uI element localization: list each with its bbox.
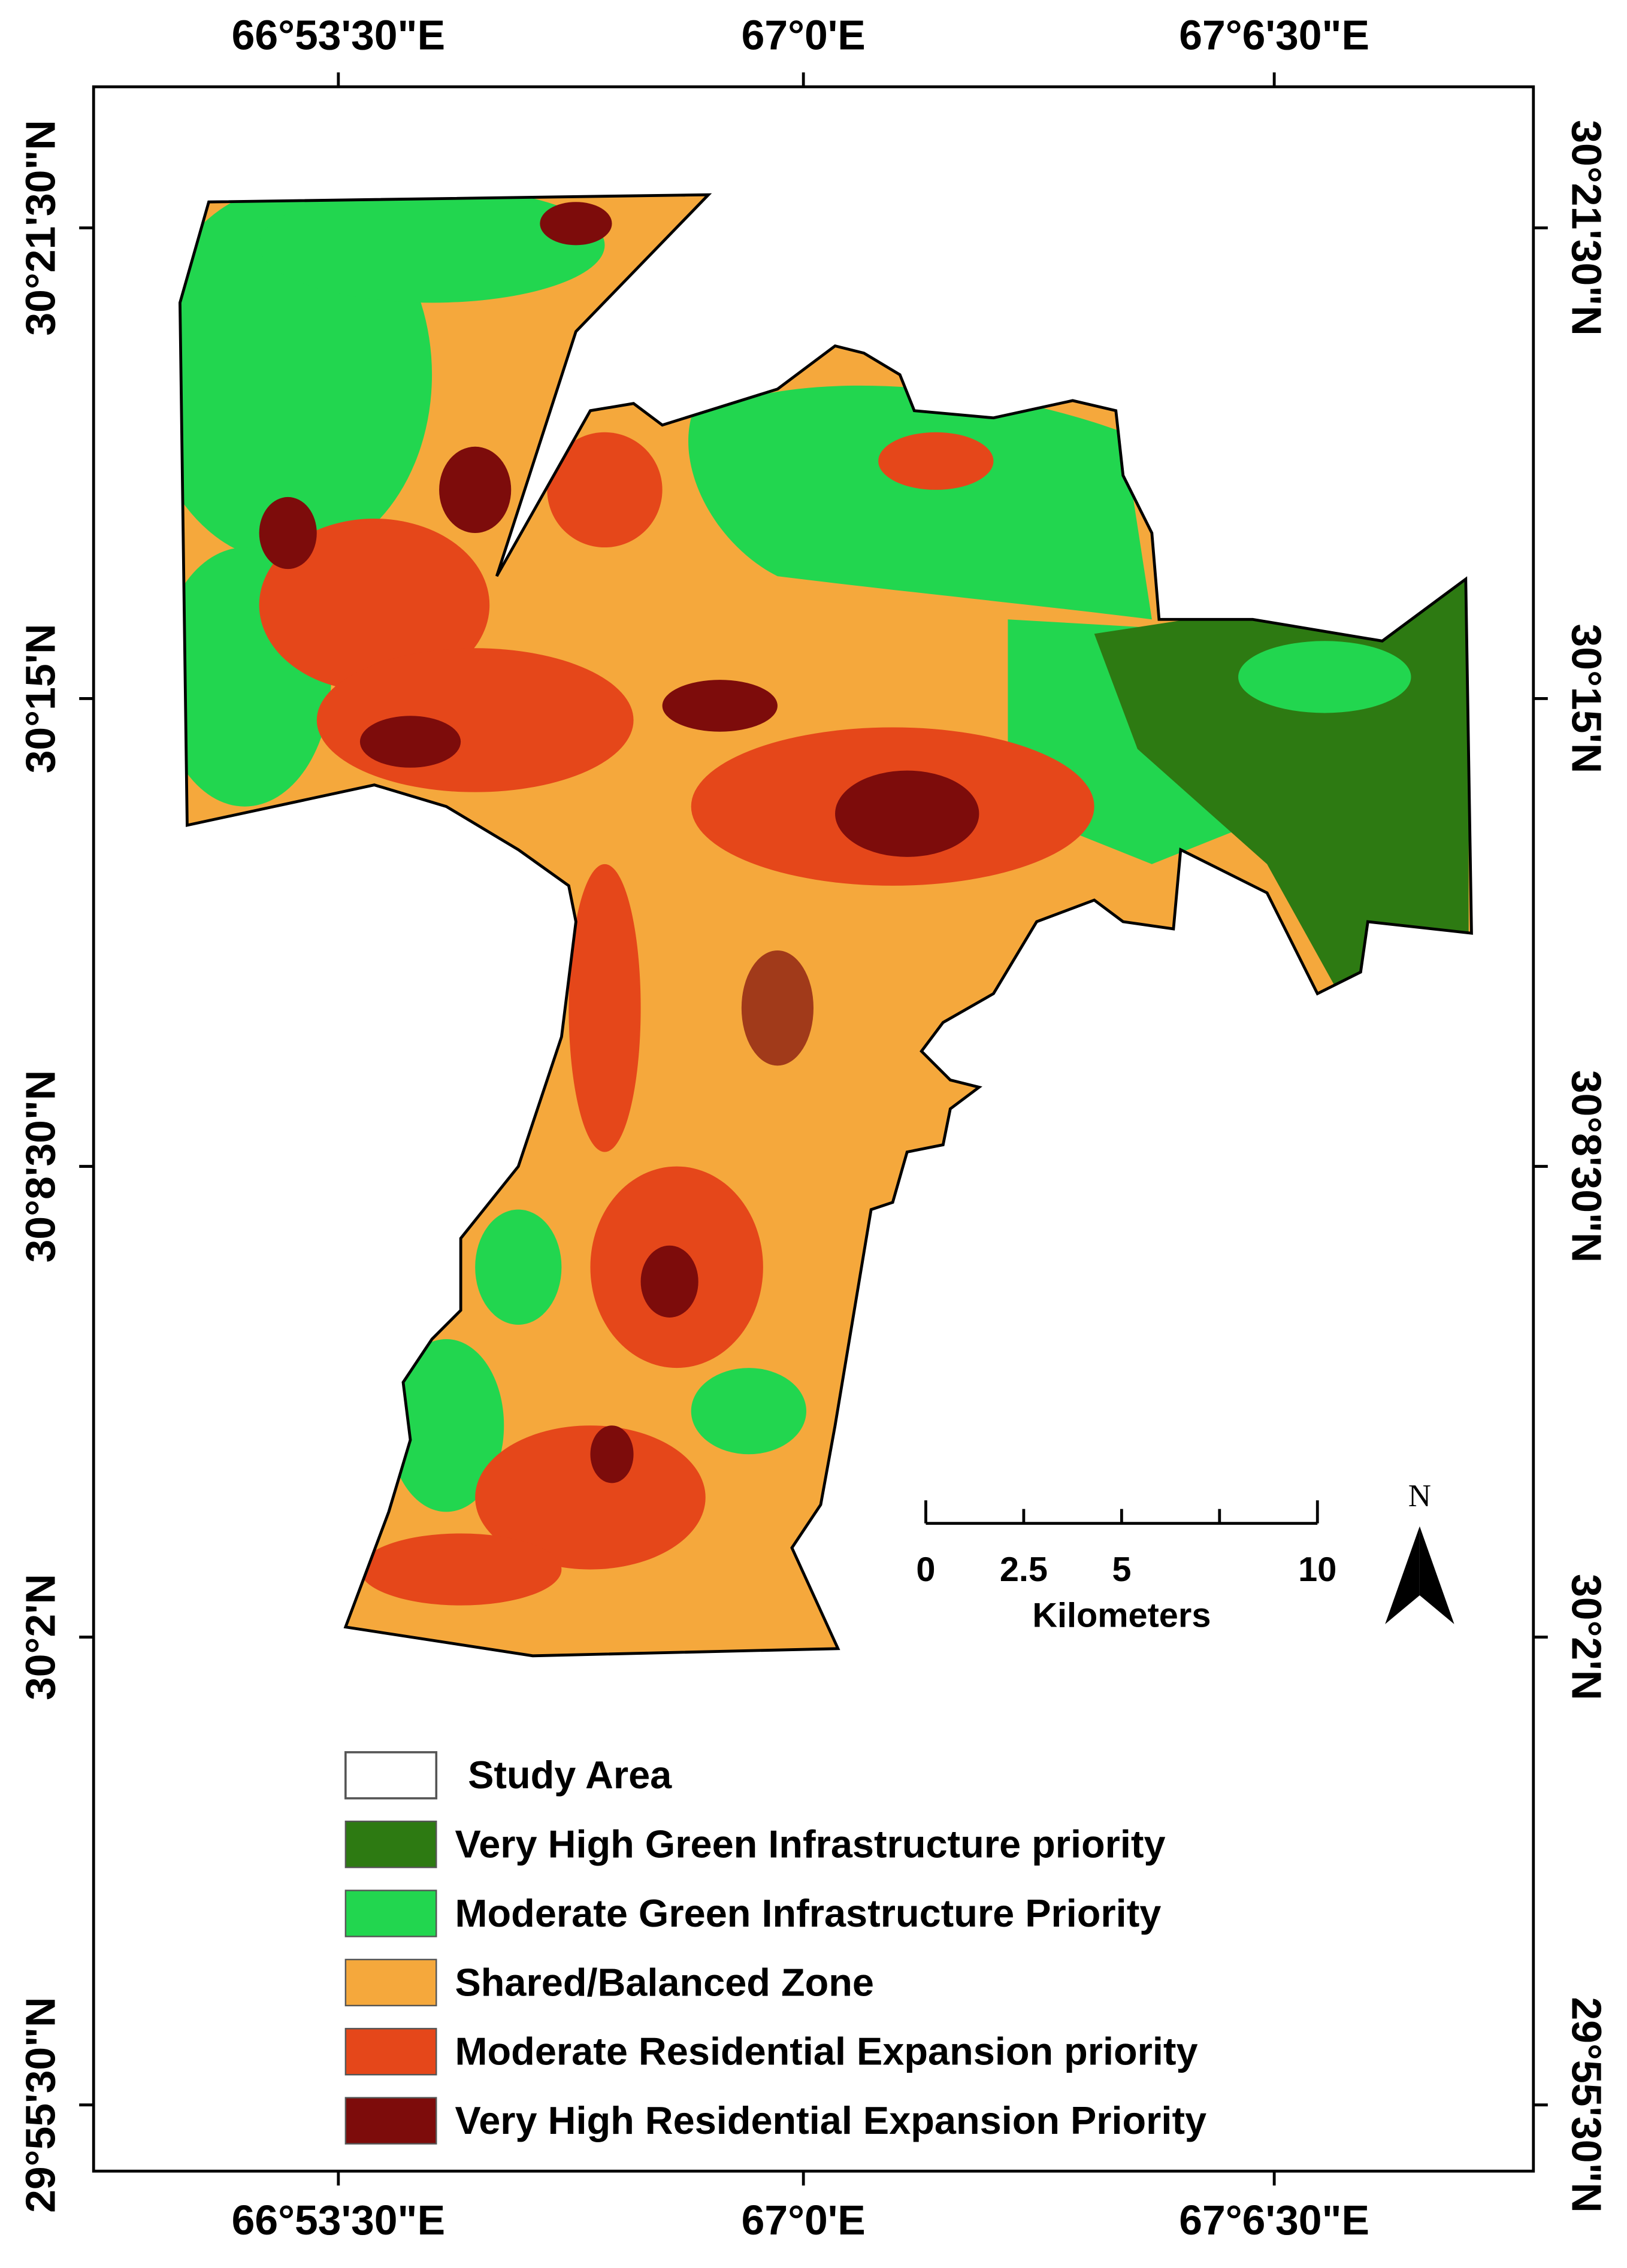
scale-label: 2.5 [1000,1551,1048,1589]
legend-label: Study Area [468,1753,672,1797]
legend-label: Moderate Green Infrastructure Priority [455,1891,1162,1935]
legend-swatch [344,1890,437,1937]
north-arrow [1385,1526,1420,1624]
frame-ticks [79,72,1548,2186]
very-high-residential-zone [259,496,317,570]
map-frame [92,85,1535,2173]
lat-label: 29°55'30"N [17,1997,63,2213]
lon-label: 67°0'E [742,2197,866,2243]
residential-zone [547,432,663,548]
residential-zone [568,864,641,1152]
lat-label: 30°15'N [1564,624,1610,774]
residential-zone [259,518,490,692]
very-high-residential-zone [439,446,512,534]
north-label: N [1408,1479,1431,1513]
lat-label: 30°8'30"N [17,1070,63,1263]
legend-swatch [344,2097,437,2145]
lon-label: 66°53'30"E [232,2197,446,2243]
scale-bar [924,1500,1319,1525]
north-arrow [1419,1526,1454,1624]
green-zone [691,1368,806,1455]
green-zone [475,1209,562,1325]
scale-label: 10 [1298,1551,1336,1589]
green-zone [1238,641,1411,713]
study-area-map [180,195,1472,1656]
residential-zone [878,432,994,490]
lat-label: 30°21'30"N [17,120,63,335]
legend-label: Very High Green Infrastructure priority [455,1822,1166,1866]
lat-label: 29°55'30"N [1564,1997,1610,2213]
very-high-residential-zone [741,950,814,1066]
lat-label: 30°15'N [17,624,63,774]
lat-label: 30°2'N [1564,1574,1610,1700]
very-high-residential-zone [640,1245,698,1318]
legend: Study Area Very High Green Infrastructur… [344,1751,1207,2145]
legend-label: Shared/Balanced Zone [455,1960,874,2004]
residential-zone [475,1425,706,1570]
residential-zone [316,648,634,792]
green-zone [688,385,1152,620]
legend-label: Very High Residential Expansion Priority [455,2099,1207,2142]
residential-zone [359,1533,562,1606]
scale-label: 5 [1112,1551,1131,1589]
lat-label: 30°2'N [17,1574,63,1700]
legend-swatch [344,1958,437,2007]
scale-unit: Kilometers [1032,1597,1211,1635]
legend-swatch [344,2028,437,2076]
study-area-outline [179,193,1473,1658]
very-high-residential-zone [540,202,612,246]
lon-label: 67°0'E [742,11,866,58]
very-high-residential-zone [835,770,979,857]
legend-label: Moderate Residential Expansion priority [455,2030,1198,2073]
green-zone [259,195,605,303]
legend-swatch [344,1751,438,1800]
very-high-residential-zone [359,716,461,768]
scale-label: 0 [916,1551,935,1589]
legend-swatch [344,1820,437,1869]
green-zone [388,1339,504,1512]
lon-label: 66°53'30"E [232,11,446,58]
lon-label: 67°6'30"E [1179,11,1369,58]
lat-label: 30°21'30"N [1564,120,1610,335]
lat-label: 30°8'30"N [1564,1070,1610,1263]
very-high-residential-zone [590,1425,634,1483]
lon-label: 67°6'30"E [1179,2197,1369,2243]
very-high-residential-zone [662,680,778,732]
